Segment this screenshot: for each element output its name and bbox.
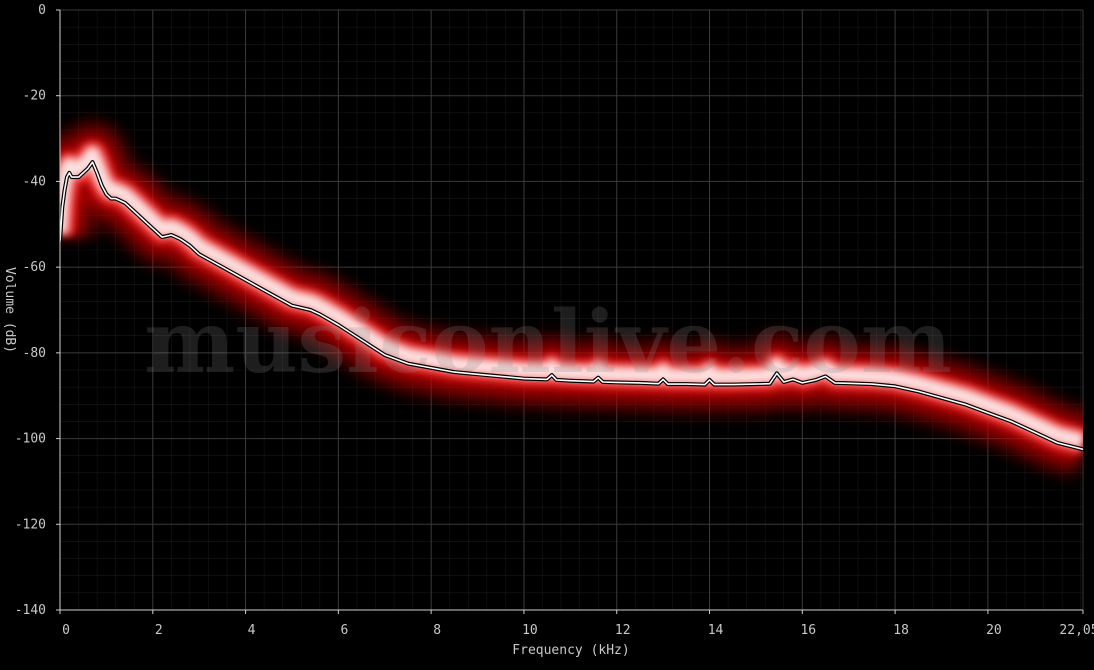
y-tick-label: -100 — [15, 432, 46, 447]
spectrum-density-band — [60, 119, 1083, 480]
y-tick-label: 0 — [38, 3, 46, 18]
x-tick-label: 22,05 — [1059, 623, 1094, 638]
x-tick-label: 18 — [893, 623, 909, 638]
x-tick-label: 12 — [615, 623, 631, 638]
x-tick-label: 4 — [248, 623, 256, 638]
y-tick-label: -20 — [23, 89, 46, 104]
y-axis-title: Volume (dB) — [2, 267, 17, 353]
x-tick-label: 20 — [986, 623, 1002, 638]
x-tick-label: 8 — [433, 623, 441, 638]
density-core — [60, 146, 1083, 450]
x-tick-label: 16 — [800, 623, 816, 638]
y-tick-label: -120 — [15, 517, 46, 532]
x-tick-label: 14 — [708, 623, 724, 638]
average-line — [60, 161, 1083, 451]
x-axis-ticks: 0 2 4 6 8 10 12 14 16 18 20 22,05 — [59, 610, 1094, 638]
x-tick-label: 0 — [62, 623, 70, 638]
x-axis-title: Frequency (kHz) — [512, 643, 629, 658]
average-spectrum-line — [60, 160, 1083, 452]
x-tick-label: 6 — [340, 623, 348, 638]
x-tick-label: 10 — [522, 623, 538, 638]
y-axis-ticks: 0 -20 -40 -60 -80 -100 -120 -140 — [15, 3, 60, 618]
y-tick-label: -140 — [15, 603, 46, 618]
y-tick-label: -60 — [23, 260, 46, 275]
x-tick-label: 2 — [155, 623, 163, 638]
y-tick-label: -80 — [23, 346, 46, 361]
y-tick-label: -40 — [23, 174, 46, 189]
